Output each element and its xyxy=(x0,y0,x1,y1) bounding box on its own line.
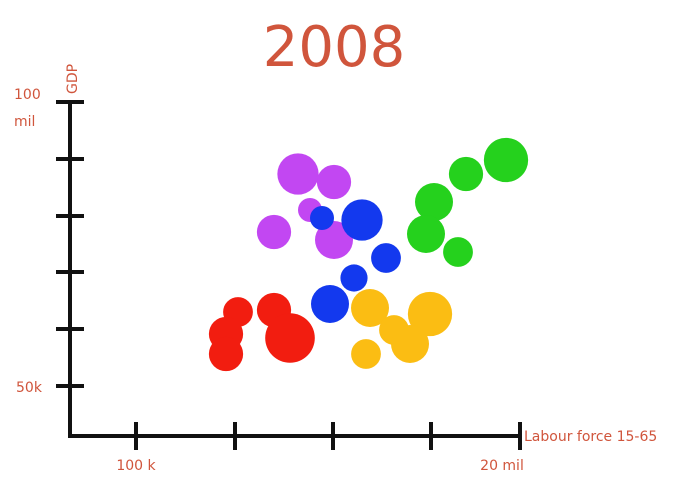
bubble-yellow xyxy=(351,339,381,369)
bubble-green xyxy=(448,156,484,192)
bubble-magenta xyxy=(256,214,292,250)
bubble-yellow xyxy=(407,291,453,337)
bubble-red xyxy=(265,313,315,363)
bubble-red xyxy=(208,336,244,372)
bubble-blue xyxy=(311,285,349,323)
chart-title: 2008 xyxy=(263,15,406,80)
y-tick-label-bottom: 50k xyxy=(16,380,43,396)
bubble-yellow xyxy=(391,325,429,363)
y-tick-label-top-line2: mil xyxy=(14,114,35,130)
bubble-magenta xyxy=(316,164,352,200)
bubble-magenta xyxy=(315,221,353,259)
bubble-blue xyxy=(340,264,368,292)
bubble-green xyxy=(415,183,453,221)
bubble-green xyxy=(443,237,473,267)
x-axis-label: Labour force 15-65 xyxy=(524,429,657,445)
bubble-yellow xyxy=(351,289,389,327)
axes xyxy=(56,100,522,450)
bubble-blue xyxy=(310,206,334,230)
bubble-magenta xyxy=(277,153,319,195)
y-axis-label: GDP xyxy=(65,64,81,94)
bubble-green xyxy=(407,215,445,253)
bubble-green xyxy=(483,137,529,183)
x-tick-label-right: 20 mil xyxy=(480,458,524,474)
x-tick-label-left: 100 k xyxy=(116,458,156,474)
bubble-blue xyxy=(341,199,383,241)
data-points xyxy=(208,137,529,372)
bubble-blue xyxy=(371,243,401,273)
y-tick-label-top-line1: 100 xyxy=(14,87,41,103)
